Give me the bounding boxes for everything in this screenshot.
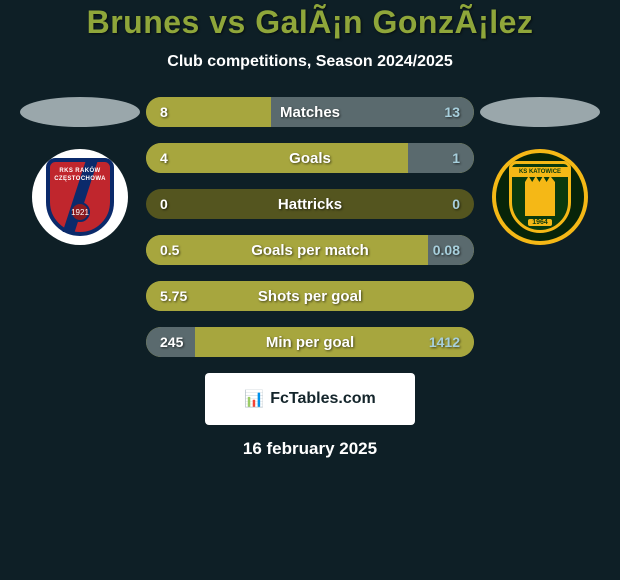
team-right-shield: KS KATOWICE 1964 (509, 161, 571, 233)
footer-text: FcTables.com (270, 390, 376, 408)
stat-value-right: 1 (452, 150, 460, 166)
stat-value-left: 5.75 (160, 288, 187, 304)
stat-bar-hattricks: Hattricks0 0 (146, 189, 474, 219)
stat-label: Goals (146, 150, 474, 167)
page-subtitle: Club competitions, Season 2024/2025 (0, 53, 620, 71)
stat-value-right: 0.08 (433, 242, 460, 258)
team-left-badge: RKS RAKÓW CZĘSTOCHOWA 1921 (32, 149, 128, 245)
team-right-text-top: KS KATOWICE (512, 167, 568, 177)
page-root: Brunes vs GalÃ¡n GonzÃ¡lez Club competit… (0, 0, 620, 580)
stats-column: Matches8 13 Goals4 1 Hattricks0 0 Goals per ma… (140, 97, 480, 357)
team-left-shield: RKS RAKÓW CZĘSTOCHOWA 1921 (46, 158, 114, 236)
team-right-badge: KS KATOWICE 1964 (492, 149, 588, 245)
stat-label: Min per goal (146, 334, 474, 351)
team-left-text-mid: CZĘSTOCHOWA (50, 176, 110, 182)
team-right-tower (525, 182, 555, 216)
team-right-ellipse (480, 97, 600, 127)
stat-bar-min-per-goal: Min per goal245 1412 (146, 327, 474, 357)
stat-value-left: 0.5 (160, 242, 179, 258)
stat-bar-shots-per-goal: Shots per goal5.75 (146, 281, 474, 311)
stat-value-right: 0 (452, 196, 460, 212)
chart-icon: 📊 (244, 389, 264, 409)
team-right-col: KS KATOWICE 1964 (480, 97, 600, 245)
stat-value-right: 13 (444, 104, 460, 120)
main-row: RKS RAKÓW CZĘSTOCHOWA 1921 Matches8 13 Goa… (0, 97, 620, 357)
stat-bar-matches: Matches8 13 (146, 97, 474, 127)
footer-badge[interactable]: 📊 FcTables.com (205, 373, 415, 425)
stat-value-left: 245 (160, 334, 183, 350)
team-left-ellipse (20, 97, 140, 127)
team-right-year: 1964 (528, 219, 552, 226)
stat-value-right: 1412 (429, 334, 460, 350)
stat-bar-goals-per-match: Goals per match0.5 0.08 (146, 235, 474, 265)
stat-label: Matches (146, 104, 474, 121)
team-left-text-top: RKS RAKÓW (50, 168, 110, 174)
stat-bar-goals: Goals4 1 (146, 143, 474, 173)
stat-value-left: 4 (160, 150, 168, 166)
date-line: 16 february 2025 (0, 439, 620, 459)
stat-label: Hattricks (146, 196, 474, 213)
team-left-year: 1921 (70, 202, 90, 222)
stat-label: Goals per match (146, 242, 474, 259)
stat-value-left: 8 (160, 104, 168, 120)
stat-label: Shots per goal (146, 288, 474, 305)
page-title: Brunes vs GalÃ¡n GonzÃ¡lez (0, 4, 620, 41)
stat-value-left: 0 (160, 196, 168, 212)
team-left-col: RKS RAKÓW CZĘSTOCHOWA 1921 (20, 97, 140, 245)
